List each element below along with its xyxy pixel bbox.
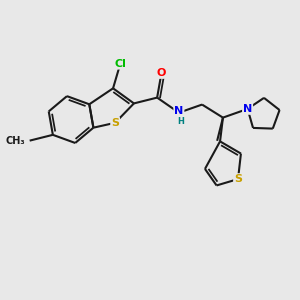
Text: H: H [177,117,184,126]
Text: S: S [111,118,119,128]
Text: N: N [243,104,252,114]
Text: S: S [234,174,242,184]
Text: CH₃: CH₃ [6,136,25,146]
Text: Cl: Cl [114,59,126,69]
Text: N: N [174,106,184,116]
Text: O: O [157,68,166,78]
